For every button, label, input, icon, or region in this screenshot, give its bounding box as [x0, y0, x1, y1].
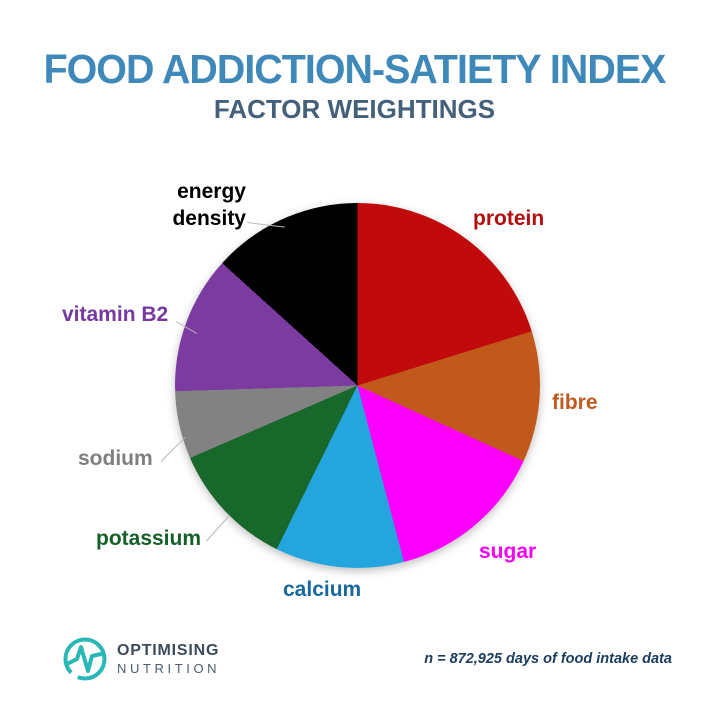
- slice-label-calcium: calcium: [283, 578, 362, 601]
- page-title: FOOD ADDICTION-SATIETY INDEX: [43, 46, 667, 92]
- slice-label-energy-density: energy density: [172, 180, 246, 230]
- logo-pulse-line: [67, 645, 103, 673]
- page-subtitle: FACTOR WEIGHTINGS: [213, 94, 496, 124]
- slice-label-fibre: fibre: [552, 391, 598, 414]
- pulse-circle-icon: [63, 637, 107, 681]
- slice-label-sugar: sugar: [479, 540, 537, 563]
- brand-name-secondary: NUTRITION: [117, 661, 221, 676]
- slice-label-protein: protein: [473, 207, 545, 230]
- leader-line-potassium: [205, 515, 230, 542]
- brand-name-primary: OPTIMISING: [117, 642, 220, 659]
- pie-chart: [175, 203, 540, 568]
- logo-ring: [63, 637, 107, 681]
- slice-label-sodium: sodium: [78, 447, 153, 470]
- slice-label-vitamin-b2: vitamin B2: [62, 303, 169, 326]
- slice-label-potassium: potassium: [96, 527, 202, 550]
- brand-lockup: OPTIMISING NUTRITION: [62, 636, 220, 682]
- sample-size-footnote: n = 872,925 days of food intake data: [424, 651, 672, 667]
- leader-line-sodium: [160, 437, 186, 462]
